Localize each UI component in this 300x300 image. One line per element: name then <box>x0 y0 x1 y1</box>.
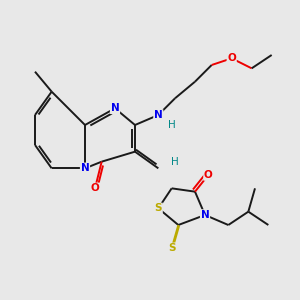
Text: S: S <box>154 203 162 213</box>
Text: N: N <box>81 163 89 173</box>
Text: O: O <box>227 53 236 63</box>
Text: N: N <box>154 110 163 120</box>
Text: H: H <box>171 157 179 167</box>
Text: N: N <box>201 210 209 220</box>
Text: S: S <box>168 243 176 253</box>
Text: O: O <box>204 170 213 180</box>
Text: H: H <box>168 120 176 130</box>
Text: N: N <box>111 103 119 113</box>
Text: O: O <box>91 183 99 193</box>
